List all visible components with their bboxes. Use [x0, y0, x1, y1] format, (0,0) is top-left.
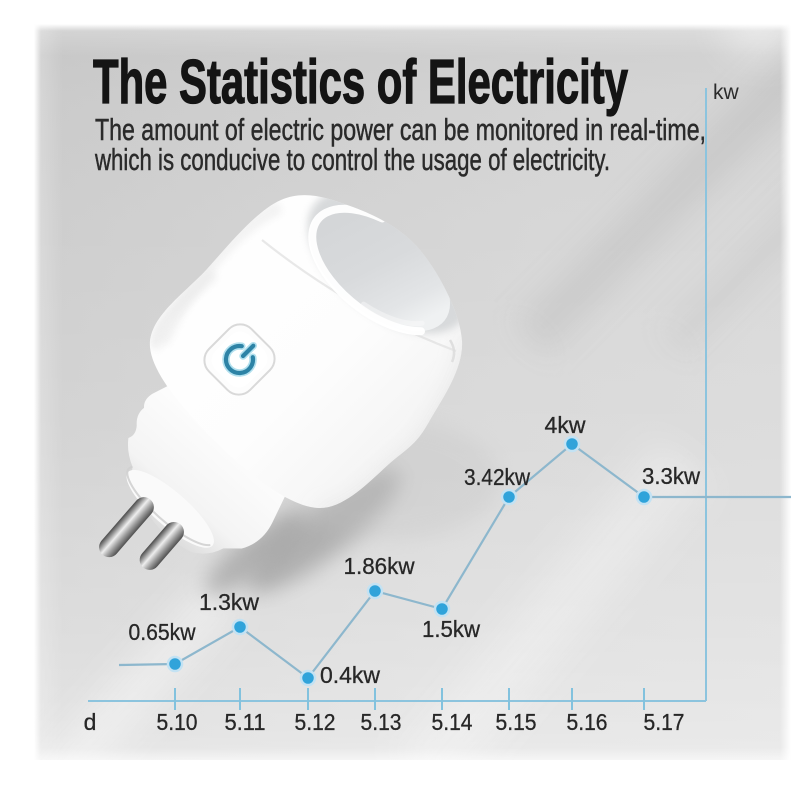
svg-text:5.12: 5.12 [295, 709, 336, 735]
svg-text:which is conducive to control: which is conducive to control the usage … [94, 142, 610, 177]
svg-text:5.13: 5.13 [361, 709, 402, 735]
svg-text:5.11: 5.11 [225, 709, 266, 735]
svg-text:1.5kw: 1.5kw [422, 616, 480, 642]
svg-text:kw: kw [713, 81, 740, 104]
svg-text:0.65kw: 0.65kw [129, 619, 196, 645]
svg-text:1.3kw: 1.3kw [199, 589, 259, 615]
svg-text:The amount of electric power c: The amount of electric power can be moni… [95, 112, 706, 147]
svg-text:3.3kw: 3.3kw [642, 463, 700, 489]
svg-text:0.4kw: 0.4kw [320, 662, 380, 688]
svg-text:5.16: 5.16 [567, 709, 608, 735]
svg-text:d: d [84, 709, 97, 735]
svg-text:3.42kw: 3.42kw [464, 464, 530, 490]
svg-text:5.10: 5.10 [157, 709, 198, 735]
svg-text:5.17: 5.17 [644, 709, 685, 735]
svg-text:1.86kw: 1.86kw [344, 553, 415, 579]
svg-text:The Statistics of Electricity: The Statistics of Electricity [93, 48, 628, 117]
svg-text:4kw: 4kw [545, 412, 586, 438]
svg-text:5.15: 5.15 [496, 709, 537, 735]
svg-text:5.14: 5.14 [432, 709, 473, 735]
